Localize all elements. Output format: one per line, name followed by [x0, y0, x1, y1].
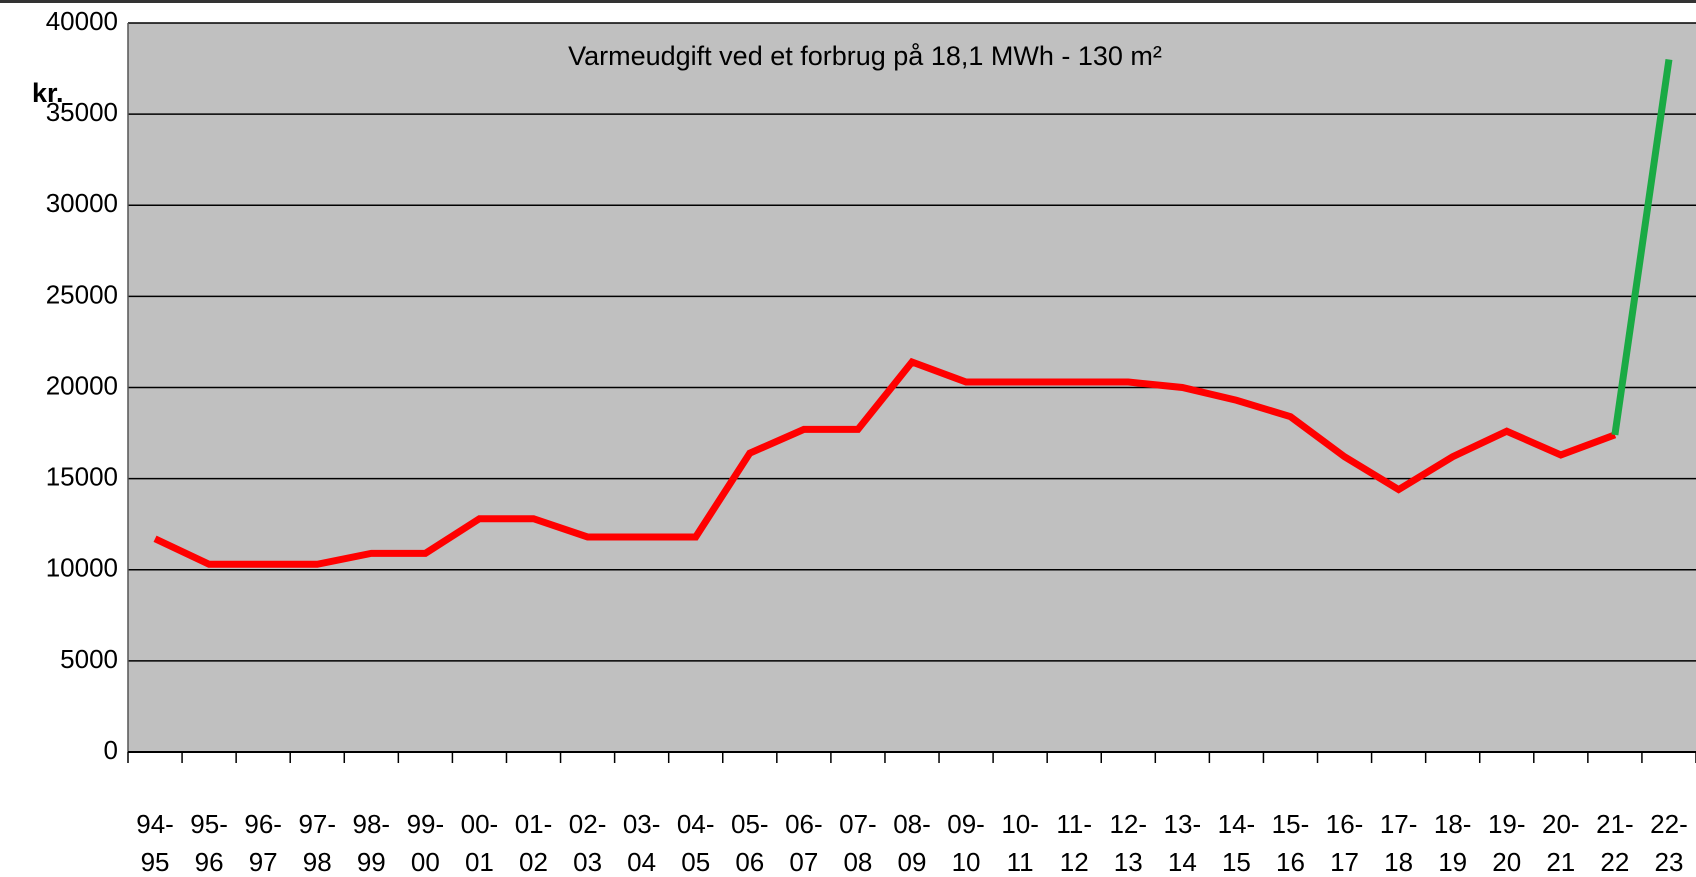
x-tick-label: 09- 10 [947, 809, 985, 877]
y-tick-label: 30000 [46, 188, 118, 218]
x-tick-label: 13- 14 [1163, 809, 1202, 877]
x-tick-label: 95- 96 [190, 809, 228, 877]
x-tick-label: 20- 21 [1542, 809, 1580, 877]
x-tick-label: 01- 02 [514, 809, 553, 877]
data-line [153, 357, 1617, 568]
x-tick-label: 14- 15 [1217, 809, 1256, 877]
x-tick-label: 08- 09 [893, 809, 931, 877]
x-tick-label: 15- 16 [1271, 809, 1310, 877]
x-tick-label: 06- 07 [785, 809, 823, 877]
x-tick-label: 97- 98 [298, 809, 337, 877]
x-tick-label: 21- 22 [1596, 809, 1634, 877]
x-tick-label: 96- 97 [244, 809, 282, 877]
y-tick-label: 15000 [46, 462, 118, 492]
x-tick-label: 98- 99 [352, 809, 391, 877]
x-tick-label: 18- 19 [1433, 809, 1472, 877]
x-tick-label: 94- 95 [136, 809, 174, 877]
y-tick-label: 5000 [60, 644, 118, 674]
x-tick-label: 10- 11 [1001, 809, 1039, 877]
x-tick-label: 16- 17 [1325, 809, 1364, 877]
y-tick-label: 25000 [46, 279, 118, 309]
y-tick-label: 35000 [46, 97, 118, 127]
x-tick-label: 02- 03 [568, 809, 607, 877]
x-tick-label: 22- 23 [1650, 809, 1688, 877]
x-tick-label: 17- 18 [1379, 809, 1418, 877]
x-tick-label: 19- 20 [1487, 809, 1526, 877]
y-tick-label: 20000 [46, 370, 118, 400]
x-tick-label: 00- 01 [460, 809, 499, 877]
y-tick-label: 0 [104, 735, 118, 765]
chart-title: Varmeudgift ved et forbrug på 18,1 MWh -… [568, 41, 1162, 71]
data-line [1611, 58, 1673, 436]
y-tick-label: 10000 [46, 553, 118, 583]
y-axis-label: kr. [32, 78, 64, 108]
y-tick-label: 40000 [46, 6, 118, 36]
x-tick-label: 05- 06 [730, 809, 769, 877]
x-tick-label: 99- 00 [406, 809, 445, 877]
x-tick-label: 11- 12 [1056, 809, 1093, 877]
x-tick-label: 04- 05 [676, 809, 715, 877]
x-tick-label: 03- 04 [622, 809, 661, 877]
x-tick-label: 12- 13 [1109, 809, 1148, 877]
x-tick-label: 07- 08 [839, 809, 877, 877]
top-bar [0, 0, 1696, 3]
